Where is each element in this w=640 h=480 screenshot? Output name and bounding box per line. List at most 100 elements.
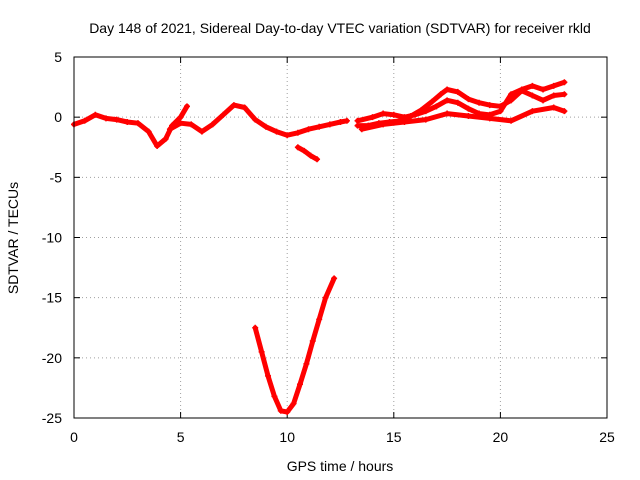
x-axis-label: GPS time / hours: [287, 458, 394, 474]
y-tick-label: -5: [50, 169, 63, 185]
data-point: [486, 115, 493, 122]
x-tick-label: 25: [599, 429, 615, 445]
data-point: [390, 111, 397, 118]
data-point: [166, 126, 173, 133]
data-point: [354, 117, 361, 124]
chart-title: Day 148 of 2021, Sidereal Day-to-day VTE…: [89, 20, 591, 36]
data-point: [476, 99, 483, 106]
data-point: [198, 128, 205, 135]
plot-frame: [73, 56, 608, 419]
x-tick-label: 10: [279, 429, 295, 445]
data-point: [177, 120, 184, 127]
data-point: [550, 82, 557, 89]
data-point: [92, 111, 99, 118]
data-point: [412, 111, 419, 118]
data-point: [145, 128, 152, 135]
data-point: [309, 337, 316, 344]
data-point: [154, 143, 161, 150]
data-point: [294, 129, 301, 136]
data-point: [518, 86, 525, 93]
data-point: [230, 102, 237, 109]
data-point: [241, 104, 248, 111]
data-point: [124, 118, 131, 125]
data-point: [401, 118, 408, 125]
data-point: [422, 116, 429, 123]
data-point: [486, 102, 493, 109]
data-point: [188, 121, 195, 128]
data-point: [454, 88, 461, 95]
data-point: [561, 108, 568, 115]
data-point: [358, 126, 365, 133]
data-point: [162, 135, 169, 142]
data-point: [258, 348, 265, 355]
data-point: [508, 117, 515, 124]
data-point: [271, 393, 278, 400]
data-point: [550, 92, 557, 99]
x-tick-label: 15: [386, 429, 402, 445]
data-point: [497, 108, 504, 115]
data-point: [307, 152, 314, 159]
data-point: [444, 86, 451, 93]
series-track-c: [295, 144, 320, 162]
y-tick-label: -15: [42, 290, 62, 306]
data-point: [322, 294, 329, 301]
data-point: [273, 128, 280, 135]
data-point: [134, 120, 141, 127]
data-point: [316, 316, 323, 323]
data-point: [380, 121, 387, 128]
data-point: [444, 110, 451, 117]
data-point: [454, 99, 461, 106]
data-point: [177, 114, 184, 121]
data-point: [284, 132, 291, 139]
y-axis-label: SDTVAR / TECUs: [5, 182, 21, 294]
data-point: [437, 91, 444, 98]
data-point: [294, 144, 301, 151]
data-point: [252, 116, 259, 123]
data-point: [444, 97, 451, 104]
data-point: [380, 110, 387, 117]
data-point: [465, 112, 472, 119]
data-point: [561, 79, 568, 86]
data-point: [540, 97, 547, 104]
x-tick-label: 20: [493, 429, 509, 445]
data-point: [529, 92, 536, 99]
data-point: [433, 103, 440, 110]
data-point: [314, 156, 321, 163]
data-point: [296, 381, 303, 388]
data-point: [183, 103, 190, 110]
data-point: [290, 400, 297, 407]
data-point: [529, 82, 536, 89]
data-point: [102, 115, 109, 122]
data-point: [305, 126, 312, 133]
y-tick-label: 0: [54, 109, 62, 125]
data-point: [422, 108, 429, 115]
data-point: [326, 121, 333, 128]
data-point: [343, 117, 350, 124]
y-tick-label: -20: [42, 350, 62, 366]
data-point: [465, 96, 472, 103]
series-track-b: [167, 102, 350, 138]
data-point: [561, 91, 568, 98]
data-point: [209, 121, 216, 128]
data-marks: [71, 79, 568, 415]
data-point: [252, 324, 259, 331]
data-point: [277, 407, 284, 414]
data-point: [262, 123, 269, 130]
data-point: [284, 408, 291, 415]
x-tick-label: 0: [70, 429, 78, 445]
data-point: [337, 118, 344, 125]
data-point: [220, 111, 227, 118]
data-point: [301, 147, 308, 154]
data-point: [465, 105, 472, 112]
y-tick-label: -10: [42, 230, 62, 246]
data-point: [540, 86, 547, 93]
x-tick-label: 5: [177, 429, 185, 445]
data-point: [81, 117, 88, 124]
data-point: [508, 91, 515, 98]
y-tick-label: 5: [54, 49, 62, 65]
data-point: [303, 360, 310, 367]
data-point: [550, 104, 557, 111]
axis-ticks: 0 5 10 15 20 25 -25 -20 -15 -10 -5 0 5: [42, 49, 615, 445]
y-tick-label: -25: [42, 410, 62, 426]
